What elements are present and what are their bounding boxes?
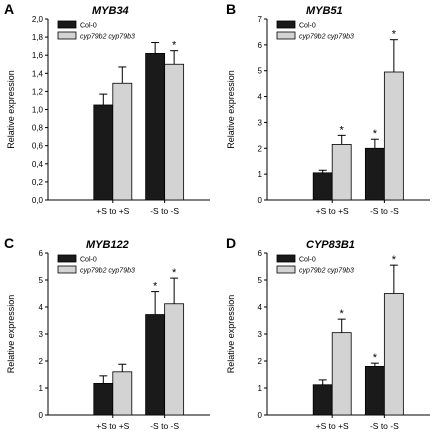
legend-label: cyp79b2 cyp79b3 — [80, 34, 135, 41]
y-tick-label: 2 — [39, 357, 44, 366]
y-tick-label: 0,6 — [32, 142, 44, 151]
x-category-label: -S to -S — [370, 421, 399, 431]
y-tick-label: 1 — [258, 384, 263, 393]
x-category-label: +S to +S — [96, 421, 129, 431]
chart-title: MYB122 — [86, 239, 129, 251]
y-tick-label: 4 — [258, 303, 263, 312]
y-tick-label: 5 — [258, 67, 263, 76]
panel-d: D CYP83B1 Relative expression 0 1 2 3 4 5 6 +S to … — [226, 235, 430, 431]
y-tick-label: 2,0 — [32, 15, 44, 24]
y-tick-label: 1 — [258, 170, 263, 179]
bar-col0 — [312, 384, 333, 416]
legend-label: Col-0 — [299, 257, 316, 264]
significance-star: * — [373, 352, 378, 364]
bar-col0 — [145, 314, 166, 416]
y-axis-label: Relative expression — [226, 70, 236, 149]
chart-title: CYP83B1 — [306, 239, 355, 251]
y-tick-label: 0,0 — [32, 196, 44, 205]
y-tick-label: 1,4 — [32, 69, 44, 78]
panel-letter: C — [4, 235, 14, 251]
bar-cyp79b2-cyp79b3 — [383, 71, 404, 201]
y-tick-label: 3 — [258, 330, 263, 339]
legend-swatch — [276, 20, 296, 29]
y-tick-label: 3 — [39, 330, 44, 339]
x-category-label: +S to +S — [316, 421, 349, 431]
y-axis-label: Relative expression — [6, 295, 16, 374]
y-tick-label: 0,8 — [32, 124, 44, 133]
bar-cyp79b2-cyp79b3 — [112, 82, 133, 201]
y-tick-label: 1 — [39, 384, 44, 393]
chart-title: MYB51 — [306, 5, 343, 17]
legend-label: Col-0 — [80, 23, 97, 30]
significance-star: * — [172, 267, 177, 279]
significance-star: * — [392, 254, 397, 266]
y-tick-label: 1,0 — [32, 106, 44, 115]
bar-cyp79b2-cyp79b3 — [331, 332, 352, 416]
legend-label: cyp79b2 cyp79b3 — [80, 268, 135, 275]
y-tick-label: 0,2 — [32, 178, 44, 187]
bar-col0 — [364, 365, 385, 416]
legend-swatch — [57, 265, 77, 274]
chart-title: MYB34 — [92, 5, 129, 17]
y-tick-label: 3 — [258, 118, 263, 127]
legend-swatch — [276, 254, 296, 263]
panel-letter: D — [226, 235, 236, 251]
significance-star: * — [172, 40, 177, 52]
y-tick-label: 6 — [258, 249, 263, 258]
bar-cyp79b2-cyp79b3 — [112, 371, 133, 416]
legend-label: Col-0 — [299, 23, 316, 30]
legend-swatch — [276, 31, 296, 40]
x-category-label: -S to -S — [370, 206, 399, 216]
y-tick-label: 0 — [258, 196, 263, 205]
legend-label: cyp79b2 cyp79b3 — [299, 34, 354, 41]
legend-swatch — [57, 254, 77, 263]
significance-star: * — [373, 128, 378, 140]
legend-swatch — [57, 31, 77, 40]
bar-col0 — [93, 104, 114, 201]
y-tick-label: 7 — [258, 15, 263, 24]
legend-swatch — [276, 265, 296, 274]
y-tick-label: 4 — [258, 93, 263, 102]
y-axis-label: Relative expression — [226, 295, 236, 374]
y-tick-label: 0,4 — [32, 160, 44, 169]
bar-cyp79b2-cyp79b3 — [383, 293, 404, 416]
bar-col0 — [312, 172, 333, 201]
y-tick-label: 1,6 — [32, 51, 44, 60]
y-axis-label: Relative expression — [6, 70, 16, 149]
y-tick-label: 5 — [39, 276, 44, 285]
y-tick-label: 6 — [258, 41, 263, 50]
legend-label: cyp79b2 cyp79b3 — [299, 268, 354, 275]
y-tick-label: 1,2 — [32, 87, 44, 96]
significance-star: * — [340, 308, 345, 320]
bar-col0 — [93, 383, 114, 416]
panel-letter: A — [4, 1, 14, 17]
y-tick-label: 0 — [258, 411, 263, 420]
x-category-label: +S to +S — [96, 206, 129, 216]
significance-star: * — [340, 124, 345, 136]
y-tick-label: 2 — [258, 144, 263, 153]
bar-cyp79b2-cyp79b3 — [164, 63, 185, 201]
y-tick-label: 1,8 — [32, 33, 44, 42]
x-category-label: -S to -S — [150, 421, 179, 431]
legend-label: Col-0 — [80, 257, 97, 264]
y-tick-label: 2 — [258, 357, 263, 366]
y-tick-label: 5 — [258, 276, 263, 285]
bar-col0 — [145, 52, 166, 201]
y-tick-label: 6 — [39, 249, 44, 258]
x-category-label: -S to -S — [150, 206, 179, 216]
bar-cyp79b2-cyp79b3 — [164, 303, 185, 416]
y-tick-label: 0 — [39, 411, 44, 420]
y-tick-label: 4 — [39, 303, 44, 312]
panel-a: A MYB34 Relative expression 0,0 0,2 0,4 0,6 0,8… — [4, 1, 210, 216]
x-category-label: +S to +S — [316, 206, 349, 216]
panel-letter: B — [226, 1, 236, 17]
significance-star: * — [392, 29, 397, 41]
panel-c: C MYB122 Relative expression 0 1 2 3 4 5 6 +S to +… — [4, 235, 210, 431]
bar-cyp79b2-cyp79b3 — [331, 144, 352, 201]
legend-swatch — [57, 20, 77, 29]
significance-star: * — [153, 281, 158, 293]
bar-col0 — [364, 147, 385, 201]
panel-b: B MYB51 Relative expression 0 1 2 3 4 5 6 7 +S to +… — [226, 1, 430, 216]
